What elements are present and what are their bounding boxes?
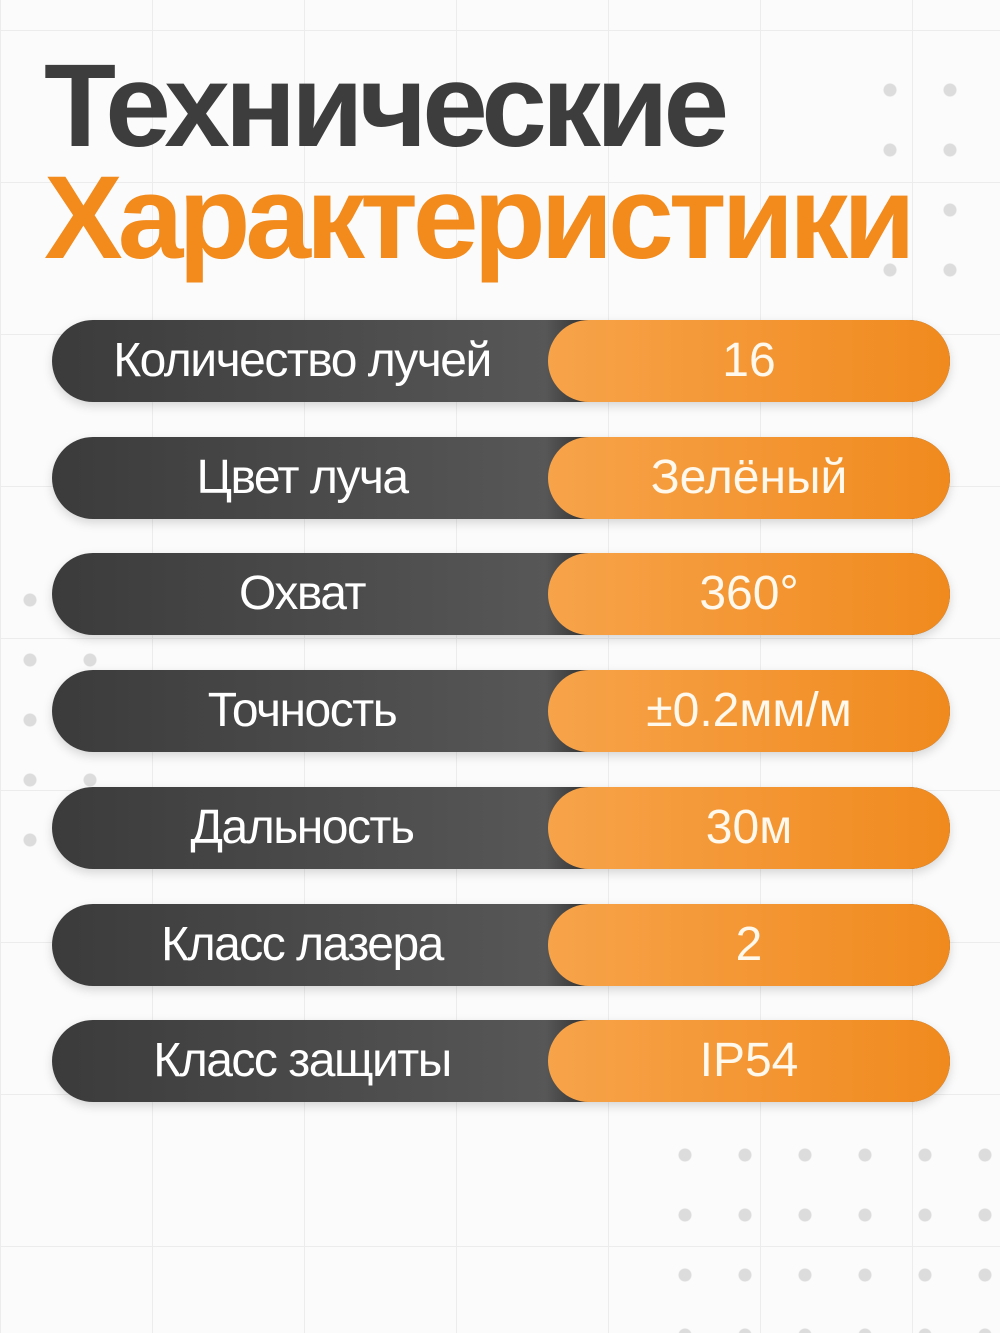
spec-row: Класс защиты IP54 [52, 1020, 950, 1103]
spec-label: Цвет луча [196, 450, 409, 504]
spec-row: Цвет луча Зелёный [52, 436, 950, 519]
spec-value: 2 [548, 903, 950, 986]
title-line-2: Характеристики [44, 152, 916, 284]
spec-value: 30м [548, 786, 950, 869]
spec-label: Охват [239, 567, 366, 621]
title-line-1: Технические [44, 40, 729, 172]
spec-value: 360° [548, 553, 950, 636]
spec-label: Дальность [190, 800, 415, 854]
decorative-dots [860, 60, 1000, 310]
decorative-dots [655, 1125, 1000, 1333]
spec-value: IP54 [548, 1020, 950, 1103]
spec-row: Количество лучей 16 [52, 320, 950, 402]
spec-value: Зелёный [548, 436, 950, 519]
spec-row: Точность ±0.2мм/м [52, 670, 950, 753]
spec-label: Точность [207, 684, 398, 738]
spec-label: Класс защиты [153, 1034, 452, 1088]
spec-row: Класс лазера 2 [52, 903, 950, 986]
spec-value: ±0.2мм/м [548, 670, 950, 753]
spec-row: Дальность 30м [52, 786, 950, 869]
spec-label: Класс лазера [161, 917, 444, 971]
spec-value: 16 [548, 320, 950, 402]
spec-label: Количество лучей [113, 334, 492, 387]
spec-row: Охват 360° [52, 553, 950, 636]
